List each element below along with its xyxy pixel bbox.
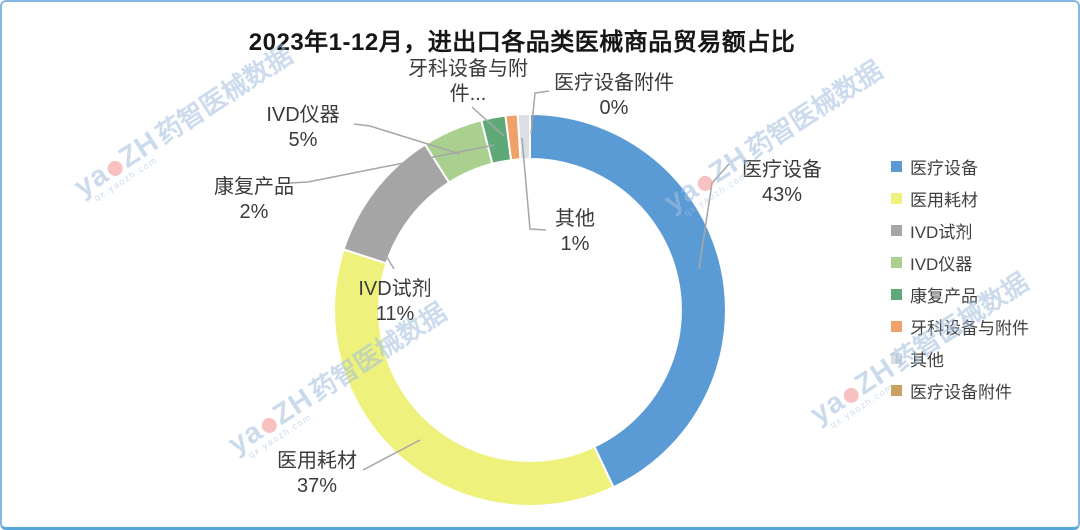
leader-line-ivd-reagent: [381, 248, 395, 270]
data-label-line: 1%: [560, 233, 590, 255]
legend-label: 医疗设备附件: [910, 383, 1012, 402]
leader-line-equipment-accessory: [530, 90, 550, 135]
data-label-line: 医用耗材: [277, 450, 357, 472]
donut-segment-IVD试剂: [342, 143, 451, 265]
legend-item-牙科设备与附件: 牙科设备与附件: [891, 317, 1029, 338]
data-label-rehab: 康复产品 2%: [214, 175, 294, 225]
data-label-line: 医疗设备: [742, 159, 822, 181]
legend-label: IVD试剂: [910, 223, 973, 242]
data-label-line: 0%: [599, 97, 629, 119]
data-label-line: IVD仪器: [266, 104, 340, 126]
legend-item-医疗设备附件: 医疗设备附件: [891, 381, 1029, 402]
data-label-line: 37%: [296, 475, 338, 497]
legend-item-康复产品: 康复产品: [891, 285, 1029, 306]
legend-item-IVD仪器: IVD仪器: [891, 253, 1029, 274]
legend-swatch-icon: [891, 321, 902, 332]
data-label-line: 5%: [288, 129, 318, 151]
legend-swatch-icon: [891, 385, 902, 396]
data-label-line: 医疗设备附件: [554, 72, 674, 94]
donut-segment-医疗设备: [529, 113, 727, 489]
data-label-line: 牙科设备与附: [408, 58, 528, 80]
data-label-equipment-accessory: 医疗设备附件 0%: [554, 71, 674, 121]
legend-label: 医疗设备: [910, 159, 978, 178]
legend-item-医用耗材: 医用耗材: [891, 189, 1029, 210]
data-label-ivd-reagent: IVD试剂 11%: [358, 277, 431, 327]
legend-swatch-icon: [891, 161, 902, 172]
leader-line-consumables: [362, 439, 421, 471]
data-label-line: 康复产品: [214, 176, 294, 198]
legend-item-医疗设备: 医疗设备: [891, 157, 1029, 178]
data-label-line: 11%: [375, 303, 415, 325]
data-label-line: IVD试剂: [358, 278, 432, 300]
legend-item-IVD试剂: IVD试剂: [891, 221, 1029, 242]
data-label-line: 2%: [239, 201, 269, 223]
data-label-dental: 牙科设备与附 件...: [408, 57, 528, 107]
leader-line-ivd-instrument: [353, 123, 461, 155]
data-label-ivd-instrument: IVD仪器 5%: [266, 103, 339, 153]
legend-swatch-icon: [891, 289, 902, 300]
leader-line-dental: [471, 106, 505, 137]
data-label-line: 43%: [761, 184, 803, 206]
legend-label: 康复产品: [910, 287, 978, 306]
legend-label: 牙科设备与附件: [910, 319, 1029, 338]
legend-item-其他: 其他: [891, 349, 1029, 370]
data-label-consumables: 医用耗材 37%: [277, 449, 357, 499]
legend-label: 医用耗材: [910, 191, 978, 210]
legend-swatch-icon: [891, 257, 902, 268]
chart-title: 2023年1-12月，进出口各品类医械商品贸易额占比: [248, 29, 796, 56]
legend-swatch-icon: [891, 193, 902, 204]
data-label-line: 件...: [449, 83, 487, 105]
leader-line-rehab: [289, 144, 495, 184]
data-label-line: 其他: [555, 208, 595, 230]
legend-swatch-icon: [891, 225, 902, 236]
donut-segment-其他: [516, 113, 531, 161]
data-label-equipment: 医疗设备 43%: [742, 158, 822, 208]
chart-legend: 医疗设备医用耗材 IVD试剂 IVD仪器康复产品牙科设备与附件 其他医疗设备附件: [891, 157, 1029, 413]
legend-label: 其他: [910, 351, 944, 370]
donut-segment-医用耗材: [333, 248, 615, 507]
data-label-other: 其他 1%: [555, 207, 595, 257]
legend-label: IVD仪器: [910, 255, 973, 274]
leader-line-other: [521, 137, 547, 231]
legend-swatch-icon: [891, 353, 902, 364]
